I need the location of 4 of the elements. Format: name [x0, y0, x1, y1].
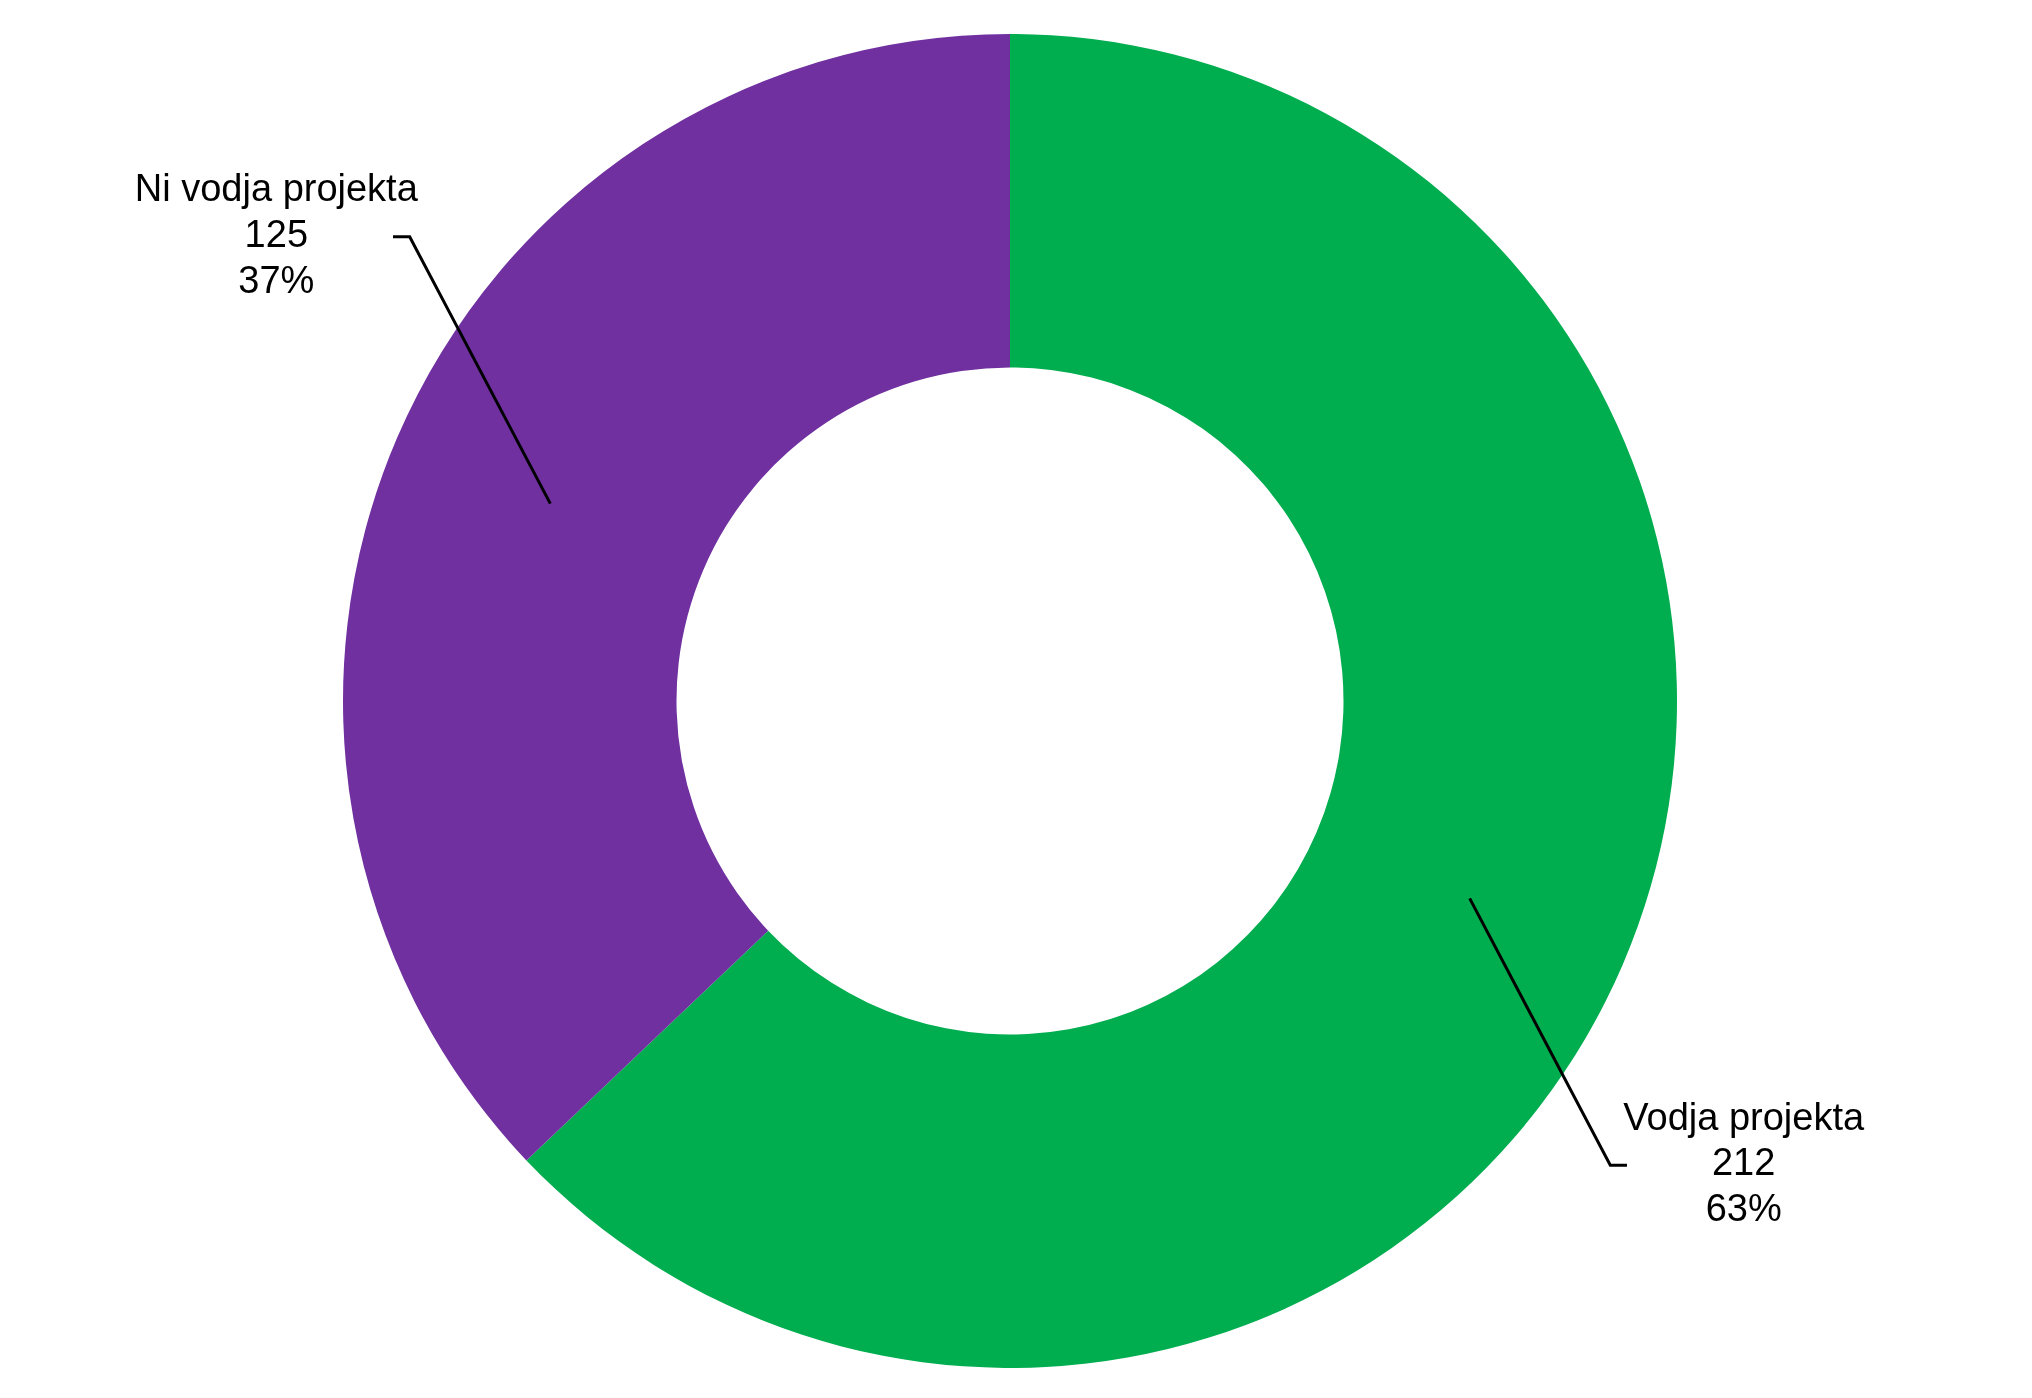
slice-label: Ni vodja projekta — [134, 167, 419, 210]
data-label: 212 63% — [1705, 1141, 1782, 1229]
slice-label: Vodja projekta — [1623, 1095, 1865, 1138]
data-label: 125 37% — [238, 212, 315, 301]
